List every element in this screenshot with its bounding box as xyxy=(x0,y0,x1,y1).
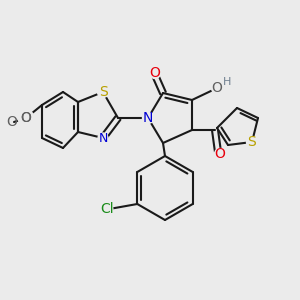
Text: O: O xyxy=(150,66,160,80)
Text: N: N xyxy=(98,131,108,145)
Text: O: O xyxy=(7,115,17,129)
Text: O: O xyxy=(212,81,222,95)
Circle shape xyxy=(149,68,161,79)
Circle shape xyxy=(247,136,257,148)
Text: O: O xyxy=(21,111,32,125)
Text: O: O xyxy=(214,147,225,161)
Text: S: S xyxy=(99,85,107,99)
Circle shape xyxy=(98,86,109,98)
Circle shape xyxy=(214,148,226,160)
Text: N: N xyxy=(143,111,153,125)
Text: Cl: Cl xyxy=(100,202,114,216)
Circle shape xyxy=(102,203,113,214)
Circle shape xyxy=(18,110,34,126)
Circle shape xyxy=(20,112,32,124)
Text: H: H xyxy=(223,77,231,87)
Circle shape xyxy=(142,112,154,124)
Circle shape xyxy=(98,133,108,143)
Circle shape xyxy=(212,82,223,94)
Text: O: O xyxy=(21,111,32,125)
Text: S: S xyxy=(248,135,256,149)
